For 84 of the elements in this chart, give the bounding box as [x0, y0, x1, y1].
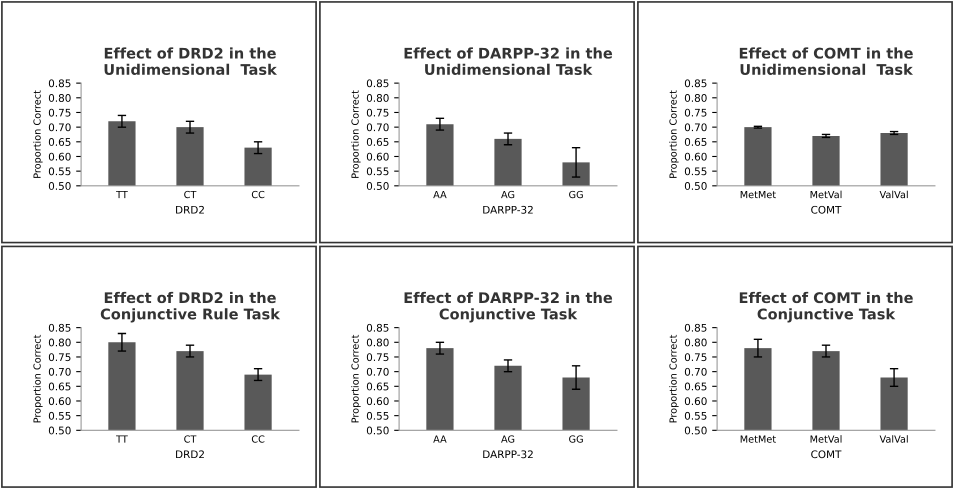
y-tick-label: 0.70 [366, 123, 389, 132]
y-tick-label: 0.85 [366, 79, 388, 88]
y-tick-label: 0.85 [684, 324, 706, 332]
y-tick-label: 0.70 [48, 123, 71, 132]
y-tick-label: 0.50 [366, 182, 389, 190]
y-tick-label: 0.60 [366, 397, 389, 406]
y-tick-label: 0.85 [684, 79, 706, 88]
y-axis-title: Proportion Correct [351, 334, 361, 422]
x-tick-label: MetVal [810, 190, 842, 198]
x-axis-title: COMT [811, 450, 842, 458]
chart-title: Effect of DRD2 in the Conjunctive Rule Task [100, 292, 280, 322]
y-tick-label: 0.55 [366, 167, 388, 176]
y-tick-label: 0.65 [684, 138, 706, 146]
y-tick-label: 0.70 [366, 368, 389, 376]
chart-title: Effect of COMT in the Unidimensional Task [740, 47, 914, 76]
x-axis-title: COMT [811, 206, 842, 214]
x-tick-label: MetMet [740, 190, 776, 198]
y-tick-label: 0.50 [684, 426, 707, 434]
x-tick-label: ValVal [880, 435, 908, 443]
y-tick-label: 0.75 [366, 353, 388, 362]
x-tick-label: ValVal [880, 190, 908, 198]
y-tick-label: 0.60 [48, 397, 71, 406]
y-tick-label: 0.65 [48, 382, 70, 390]
x-tick-label: TT [116, 435, 128, 443]
y-tick-label: 0.60 [684, 152, 707, 161]
y-tick-label: 0.55 [684, 412, 706, 420]
x-tick-label: AA [433, 435, 447, 443]
x-tick-label: CC [252, 435, 264, 443]
y-tick-label: 0.50 [48, 182, 71, 190]
y-tick-label: 0.75 [48, 108, 70, 117]
y-tick-label: 0.50 [48, 426, 71, 434]
y-tick-label: 0.60 [48, 152, 71, 161]
x-tick-label: CT [184, 190, 196, 198]
x-tick-label: GG [569, 435, 583, 443]
y-axis-title: Proportion Correct [669, 90, 679, 178]
chart-title: Effect of COMT in the Conjunctive Task [740, 292, 913, 322]
y-tick-label: 0.60 [684, 397, 707, 406]
y-tick-label: 0.70 [684, 123, 707, 132]
x-tick-label: CT [184, 435, 196, 443]
y-axis-title: Proportion Correct [351, 90, 361, 178]
x-tick-label: CC [252, 190, 264, 198]
x-tick-label: AG [501, 435, 514, 443]
y-tick-label: 0.85 [48, 79, 70, 88]
y-axis-title: Proportion Correct [669, 334, 679, 422]
y-tick-label: 0.55 [48, 412, 70, 420]
y-tick-label: 0.80 [684, 338, 707, 346]
x-tick-label: MetVal [810, 435, 842, 443]
y-tick-label: 0.55 [48, 167, 70, 176]
y-tick-label: 0.75 [366, 108, 388, 117]
y-tick-label: 0.70 [48, 368, 71, 376]
x-tick-label: MetMet [740, 435, 776, 443]
x-axis-title: DARPP-32 [483, 206, 533, 214]
y-axis-title: Proportion Correct [33, 334, 43, 422]
y-tick-label: 0.70 [684, 368, 707, 376]
y-tick-label: 0.75 [684, 108, 706, 117]
x-axis-title: DARPP-32 [483, 450, 533, 458]
chart-title: Effect of DARPP-32 in the Unidimensional Task [404, 47, 612, 76]
x-tick-label: GG [569, 190, 583, 198]
y-tick-label: 0.50 [366, 426, 389, 434]
y-tick-label: 0.80 [366, 94, 389, 102]
y-axis-title: Proportion Correct [33, 90, 43, 178]
y-tick-label: 0.85 [366, 324, 388, 332]
y-tick-label: 0.85 [48, 324, 70, 332]
y-tick-label: 0.60 [366, 152, 389, 161]
x-tick-label: AA [433, 190, 447, 198]
y-tick-label: 0.65 [684, 382, 706, 390]
x-tick-label: AG [501, 190, 514, 198]
chart-title: Effect of DRD2 in the Unidimensional Task [104, 47, 278, 76]
y-tick-label: 0.55 [366, 412, 388, 420]
y-tick-label: 0.75 [684, 353, 706, 362]
y-tick-label: 0.65 [366, 138, 388, 146]
x-tick-label: TT [116, 190, 128, 198]
y-tick-label: 0.50 [684, 182, 707, 190]
y-tick-label: 0.80 [366, 338, 389, 346]
x-axis-title: DRD2 [176, 206, 204, 214]
chart-title: Effect of DARPP-32 in the Conjunctive Task [404, 292, 612, 322]
y-tick-label: 0.55 [684, 167, 706, 176]
y-tick-label: 0.65 [48, 138, 70, 146]
y-tick-label: 0.80 [48, 338, 71, 346]
y-tick-label: 0.65 [366, 382, 388, 390]
y-tick-label: 0.80 [684, 94, 707, 102]
x-axis-title: DRD2 [176, 450, 204, 458]
y-tick-label: 0.80 [48, 94, 71, 102]
y-tick-label: 0.75 [48, 353, 70, 362]
